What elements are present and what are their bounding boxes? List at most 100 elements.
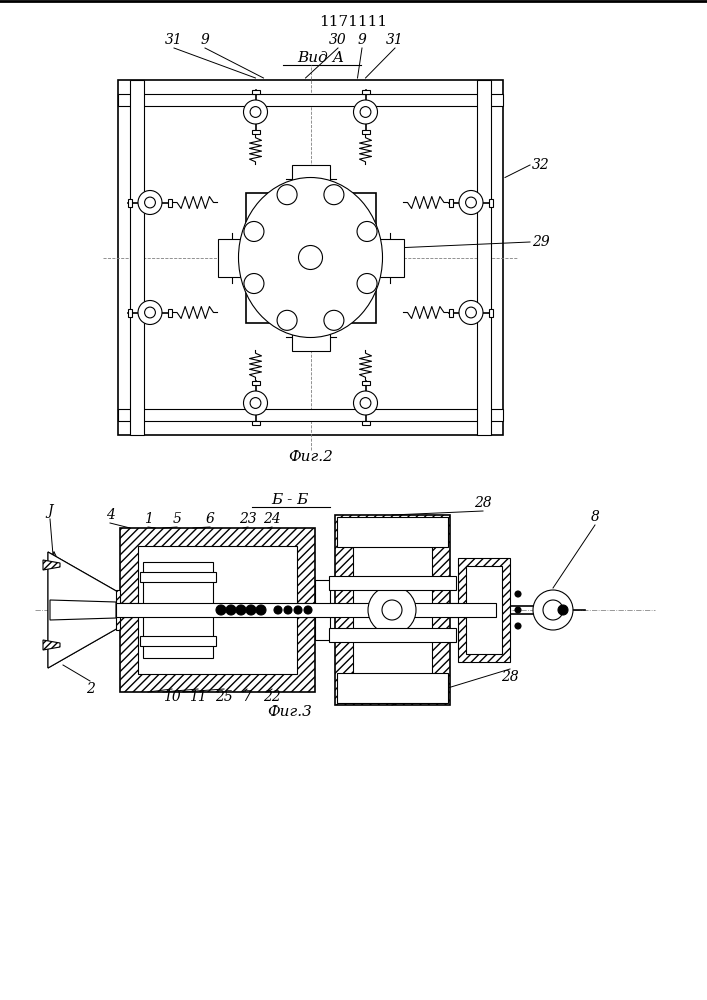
Polygon shape — [48, 552, 118, 668]
Circle shape — [243, 100, 267, 124]
Text: 6: 6 — [206, 512, 214, 526]
Text: 1171111: 1171111 — [319, 15, 387, 29]
Text: 28: 28 — [474, 496, 492, 510]
Circle shape — [354, 391, 378, 415]
Text: 11: 11 — [189, 690, 207, 704]
Bar — [337, 517, 448, 547]
Circle shape — [243, 391, 267, 415]
Bar — [361, 90, 370, 94]
Bar — [353, 533, 432, 687]
Bar — [361, 130, 370, 134]
Text: 9: 9 — [358, 33, 366, 47]
Bar — [329, 628, 456, 642]
Circle shape — [459, 190, 483, 215]
Polygon shape — [43, 560, 60, 570]
Text: 32: 32 — [532, 158, 550, 172]
Bar — [252, 381, 259, 385]
Circle shape — [250, 107, 261, 117]
Circle shape — [558, 605, 568, 615]
Text: 28: 28 — [501, 670, 519, 684]
Circle shape — [244, 221, 264, 241]
Bar — [375, 238, 404, 276]
Bar — [449, 198, 453, 207]
Text: 29: 29 — [532, 235, 550, 249]
Bar — [118, 409, 503, 421]
Text: 4: 4 — [105, 508, 115, 522]
Bar — [252, 90, 259, 94]
Bar — [116, 603, 496, 617]
Polygon shape — [48, 552, 118, 668]
Bar — [168, 308, 172, 316]
Bar — [130, 80, 144, 435]
Bar — [337, 673, 448, 703]
Bar — [143, 562, 213, 658]
Circle shape — [284, 606, 292, 614]
Circle shape — [304, 606, 312, 614]
Circle shape — [515, 623, 521, 629]
Circle shape — [145, 197, 156, 208]
Bar — [252, 130, 259, 134]
Text: 22: 22 — [263, 690, 281, 704]
Circle shape — [226, 605, 236, 615]
Text: α: α — [59, 568, 67, 582]
Circle shape — [360, 398, 371, 408]
Bar — [116, 590, 120, 630]
Circle shape — [246, 605, 256, 615]
Bar — [466, 566, 502, 654]
Bar — [329, 576, 456, 590]
Circle shape — [360, 107, 371, 117]
Circle shape — [277, 185, 297, 205]
Bar — [128, 198, 132, 207]
Bar — [477, 80, 491, 435]
Bar — [449, 308, 453, 316]
Bar — [489, 198, 493, 207]
Circle shape — [256, 605, 266, 615]
Circle shape — [368, 586, 416, 634]
Text: 30: 30 — [329, 33, 347, 47]
Bar — [120, 528, 315, 692]
Circle shape — [250, 398, 261, 408]
Circle shape — [466, 307, 477, 318]
Bar — [291, 322, 329, 351]
Circle shape — [357, 274, 377, 294]
Text: J: J — [47, 504, 53, 518]
Bar — [218, 238, 245, 276]
Circle shape — [138, 300, 162, 324]
Text: 10: 10 — [163, 690, 181, 704]
Text: 9: 9 — [201, 33, 209, 47]
Circle shape — [145, 307, 156, 318]
Circle shape — [324, 310, 344, 330]
Bar — [245, 192, 375, 322]
Circle shape — [515, 607, 521, 613]
Bar — [361, 381, 370, 385]
Bar — [489, 308, 493, 316]
Circle shape — [543, 600, 563, 620]
Bar — [140, 636, 216, 646]
Text: 31: 31 — [386, 33, 404, 47]
Bar — [361, 421, 370, 425]
Bar — [128, 308, 132, 316]
Circle shape — [138, 190, 162, 215]
Circle shape — [515, 591, 521, 597]
Text: 7: 7 — [243, 690, 252, 704]
Circle shape — [533, 590, 573, 630]
Circle shape — [294, 606, 302, 614]
Text: 2: 2 — [86, 682, 95, 696]
Text: 23: 23 — [239, 512, 257, 526]
Circle shape — [459, 300, 483, 324]
Bar — [335, 515, 450, 705]
Circle shape — [357, 221, 377, 241]
Bar — [291, 164, 329, 192]
Bar — [315, 580, 330, 640]
Text: 8: 8 — [590, 510, 600, 524]
Circle shape — [274, 606, 282, 614]
Circle shape — [236, 605, 246, 615]
Polygon shape — [50, 600, 116, 620]
Bar — [118, 94, 503, 106]
Circle shape — [216, 605, 226, 615]
Polygon shape — [43, 640, 60, 650]
Text: 25: 25 — [215, 690, 233, 704]
Text: Фиг.3: Фиг.3 — [267, 705, 312, 719]
Bar — [458, 558, 510, 662]
Bar — [118, 80, 503, 435]
